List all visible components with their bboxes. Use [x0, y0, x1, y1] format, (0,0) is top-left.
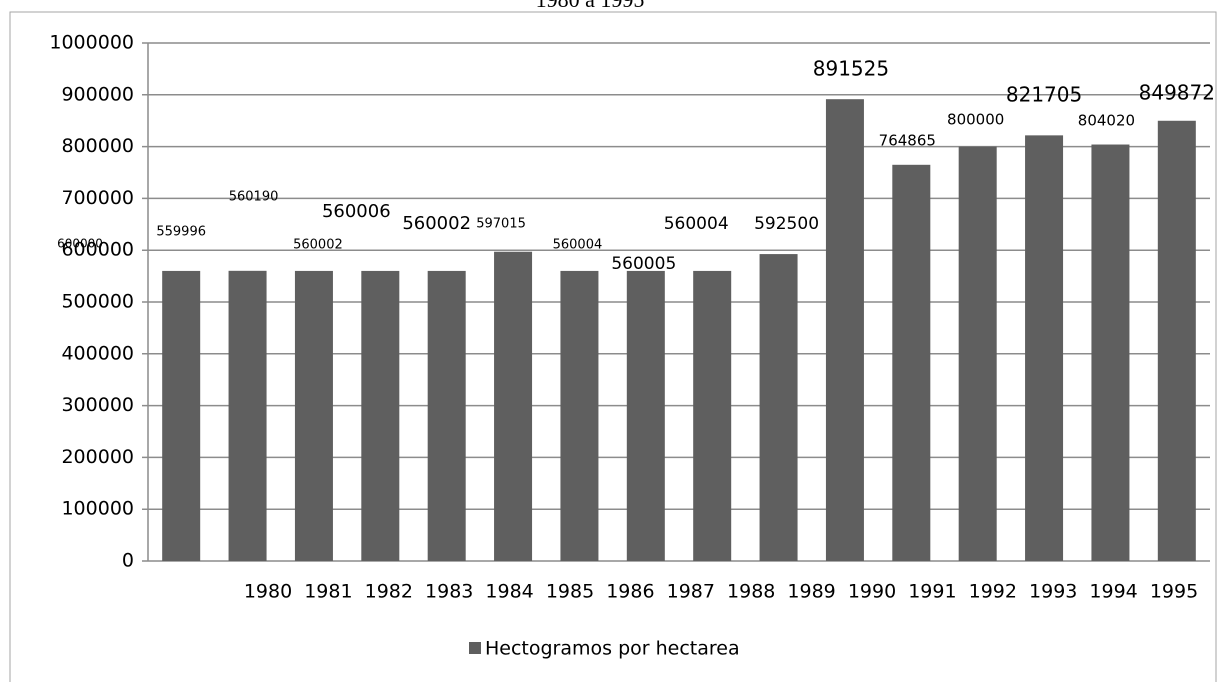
x-tick-label: 1986 — [606, 581, 654, 603]
bar — [693, 270, 732, 561]
y-tick-label: 800000 — [61, 135, 134, 157]
bar — [626, 270, 665, 561]
data-label: 764865 — [879, 132, 936, 150]
y-tick-label: 1000000 — [49, 32, 134, 54]
y-tick-label: 900000 — [61, 83, 134, 105]
x-tick-label: 1995 — [1150, 581, 1198, 603]
data-label: 560002 — [293, 238, 343, 253]
data-label: 559996 — [156, 225, 206, 240]
data-label: 560004 — [664, 214, 729, 234]
x-tick-label: 1992 — [969, 581, 1017, 603]
data-label: 597015 — [476, 217, 526, 232]
x-tick-label: 1983 — [425, 581, 473, 603]
legend-swatch — [469, 642, 481, 654]
bar — [1157, 120, 1196, 562]
data-label: 560002 — [402, 213, 471, 234]
data-label: 849872 — [1139, 81, 1215, 105]
y-tick-label: 300000 — [61, 394, 134, 416]
x-tick-label: 1989 — [787, 581, 835, 603]
y-tick-label: 0 — [122, 550, 134, 572]
bar — [825, 99, 864, 561]
data-label: 560006 — [322, 201, 391, 222]
x-tick-label: 1985 — [546, 581, 594, 603]
bar — [494, 251, 533, 562]
legend-label: Hectogramos por hectarea — [485, 638, 740, 660]
y-tick-label: 400000 — [61, 342, 134, 364]
data-label: 800000 — [947, 111, 1004, 129]
y-tick-label: 200000 — [61, 446, 134, 468]
data-label: 891525 — [813, 57, 889, 81]
bar — [892, 164, 931, 561]
bar — [560, 270, 599, 561]
bar — [162, 270, 201, 561]
y-tick-label: 700000 — [61, 187, 134, 209]
x-tick-label: 1982 — [365, 581, 413, 603]
x-tick-label: 1984 — [485, 581, 533, 603]
data-label: 821705 — [1006, 83, 1082, 107]
x-tick-label: 1980 — [244, 581, 292, 603]
x-tick-label: 1987 — [667, 581, 715, 603]
x-tick-label: 1981 — [304, 581, 352, 603]
x-tick-label: 1990 — [848, 581, 896, 603]
bar — [228, 270, 267, 561]
bar — [294, 270, 333, 561]
bar — [958, 146, 997, 561]
data-label: 804020 — [1078, 112, 1135, 130]
bar — [1091, 144, 1130, 561]
data-label: 560005 — [611, 254, 676, 274]
bar — [759, 254, 798, 561]
bar — [361, 270, 400, 561]
data-label: 560190 — [229, 190, 279, 205]
chart-border — [9, 11, 1217, 682]
x-tick-label: 1993 — [1029, 581, 1077, 603]
x-tick-label: 1988 — [727, 581, 775, 603]
x-tick-label: 1991 — [908, 581, 956, 603]
bar — [427, 270, 466, 561]
chart-title: 1980 a 1995 — [536, 0, 645, 12]
y-tick-label: 600000 — [61, 239, 134, 261]
y-tick-label: 500000 — [61, 291, 134, 313]
y-tick-label: 100000 — [61, 498, 134, 520]
data-label: 592500 — [754, 214, 819, 234]
data-label: 560004 — [553, 238, 603, 253]
bar — [1025, 135, 1064, 561]
x-tick-label: 1994 — [1089, 581, 1137, 603]
annotation: 600000 — [57, 237, 103, 251]
